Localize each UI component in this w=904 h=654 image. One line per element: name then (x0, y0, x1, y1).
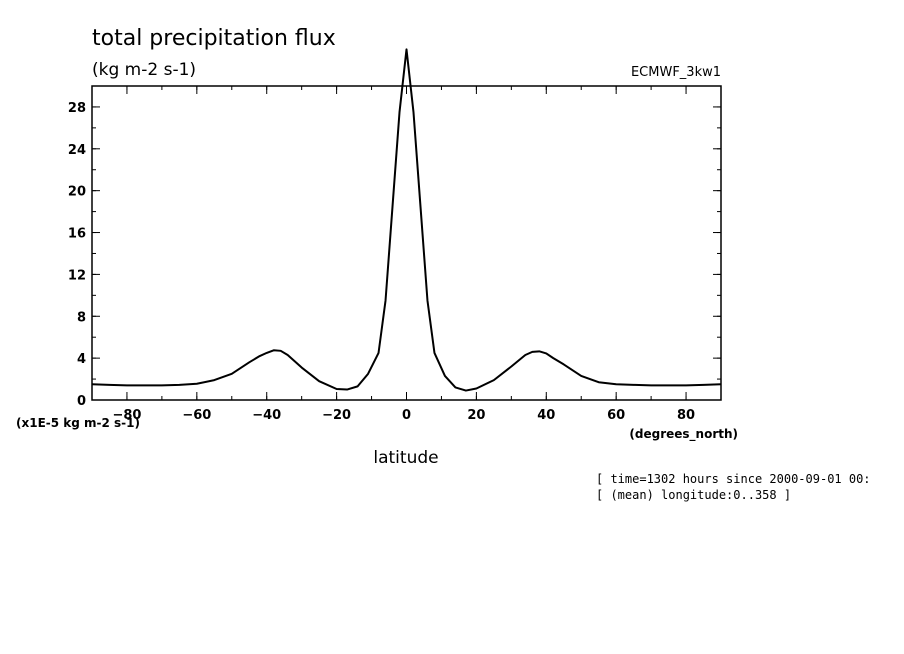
info-longitude: [ (mean) longitude:0..358 ] (596, 488, 791, 502)
y-tick-label: 20 (68, 185, 86, 200)
axis-ticks (91, 85, 722, 401)
x-tick-label: −40 (252, 408, 281, 423)
chart-subtitle: (kg m-2 s-1) (92, 60, 196, 80)
info-time: [ time=1302 hours since 2000-09-01 00: (596, 472, 871, 486)
x-tick-labels: −80 −60 −40 −20 0 20 40 60 80 (112, 408, 695, 423)
y-tick-labels: 0 4 8 12 16 20 24 28 (68, 101, 86, 409)
x-units-label: (degrees_north) (629, 427, 738, 442)
x-tick-label: 20 (467, 408, 485, 423)
x-tick-label: 60 (607, 408, 625, 423)
y-tick-label: 4 (77, 352, 86, 367)
y-tick-label: 16 (68, 227, 86, 242)
plot-frame (91, 85, 722, 401)
y-scale-note: (x1E-5 kg m-2 s-1) (16, 416, 140, 430)
x-tick-label: 40 (537, 408, 555, 423)
y-tick-label: 24 (68, 143, 86, 158)
series-line (92, 48, 721, 392)
x-tick-label: 0 (402, 408, 411, 423)
x-axis-label: latitude (373, 448, 438, 468)
x-tick-label: −80 (112, 408, 141, 423)
x-tick-label: −20 (322, 408, 351, 423)
y-tick-label: 8 (77, 310, 86, 325)
y-tick-label: 0 (77, 394, 86, 409)
chart-title: total precipitation flux (92, 26, 336, 51)
x-tick-label: −60 (182, 408, 211, 423)
run-label: ECMWF_3kw1 (631, 65, 721, 80)
y-tick-label: 28 (68, 101, 86, 116)
x-tick-label: 80 (677, 408, 695, 423)
y-tick-label: 12 (68, 268, 86, 283)
